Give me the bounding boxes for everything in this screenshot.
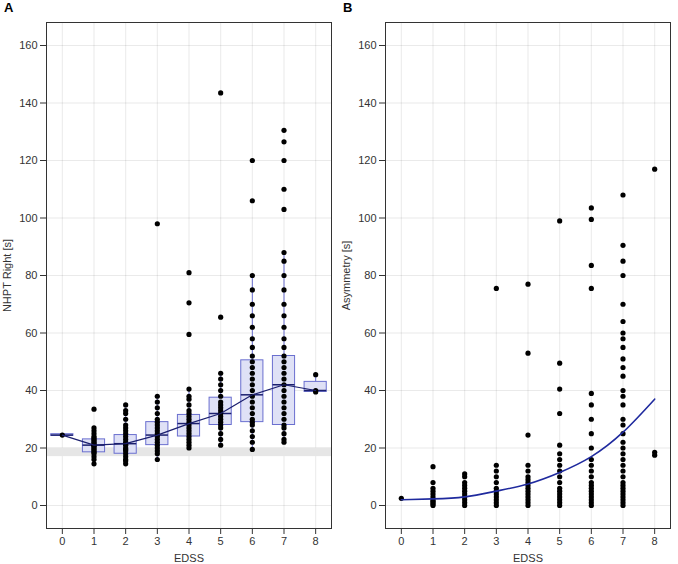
svg-text:1: 1 [91, 535, 97, 547]
svg-text:60: 60 [25, 327, 37, 339]
svg-text:2: 2 [462, 535, 468, 547]
svg-text:8: 8 [652, 535, 658, 547]
svg-text:120: 120 [358, 154, 376, 166]
svg-text:20: 20 [364, 442, 376, 454]
svg-text:8: 8 [313, 535, 319, 547]
svg-text:3: 3 [493, 535, 499, 547]
svg-text:160: 160 [19, 39, 37, 51]
svg-text:2: 2 [123, 535, 129, 547]
svg-text:3: 3 [154, 535, 160, 547]
svg-text:60: 60 [364, 327, 376, 339]
svg-text:0: 0 [31, 499, 37, 511]
svg-text:160: 160 [358, 39, 376, 51]
svg-text:1: 1 [430, 535, 436, 547]
svg-text:4: 4 [186, 535, 192, 547]
svg-text:0: 0 [59, 535, 65, 547]
svg-text:EDSS: EDSS [174, 552, 204, 564]
svg-text:EDSS: EDSS [513, 552, 543, 564]
svg-text:0: 0 [398, 535, 404, 547]
svg-text:6: 6 [249, 535, 255, 547]
svg-text:100: 100 [19, 212, 37, 224]
svg-text:140: 140 [19, 97, 37, 109]
svg-text:NHPT Right [s]: NHPT Right [s] [1, 239, 13, 312]
svg-text:120: 120 [19, 154, 37, 166]
svg-text:80: 80 [364, 269, 376, 281]
svg-text:100: 100 [358, 212, 376, 224]
svg-text:7: 7 [281, 535, 287, 547]
svg-text:80: 80 [25, 269, 37, 281]
svg-text:40: 40 [364, 384, 376, 396]
svg-text:0: 0 [370, 499, 376, 511]
svg-text:6: 6 [588, 535, 594, 547]
svg-text:20: 20 [25, 442, 37, 454]
html-text:A: A [4, 0, 14, 15]
svg-text:140: 140 [358, 97, 376, 109]
svg-text:5: 5 [218, 535, 224, 547]
html-text:B: B [343, 0, 353, 15]
svg-text:7: 7 [620, 535, 626, 547]
svg-text:5: 5 [557, 535, 563, 547]
svg-text:Asymmetry [s]: Asymmetry [s] [340, 241, 352, 311]
svg-text:40: 40 [25, 384, 37, 396]
svg-text:4: 4 [525, 535, 531, 547]
